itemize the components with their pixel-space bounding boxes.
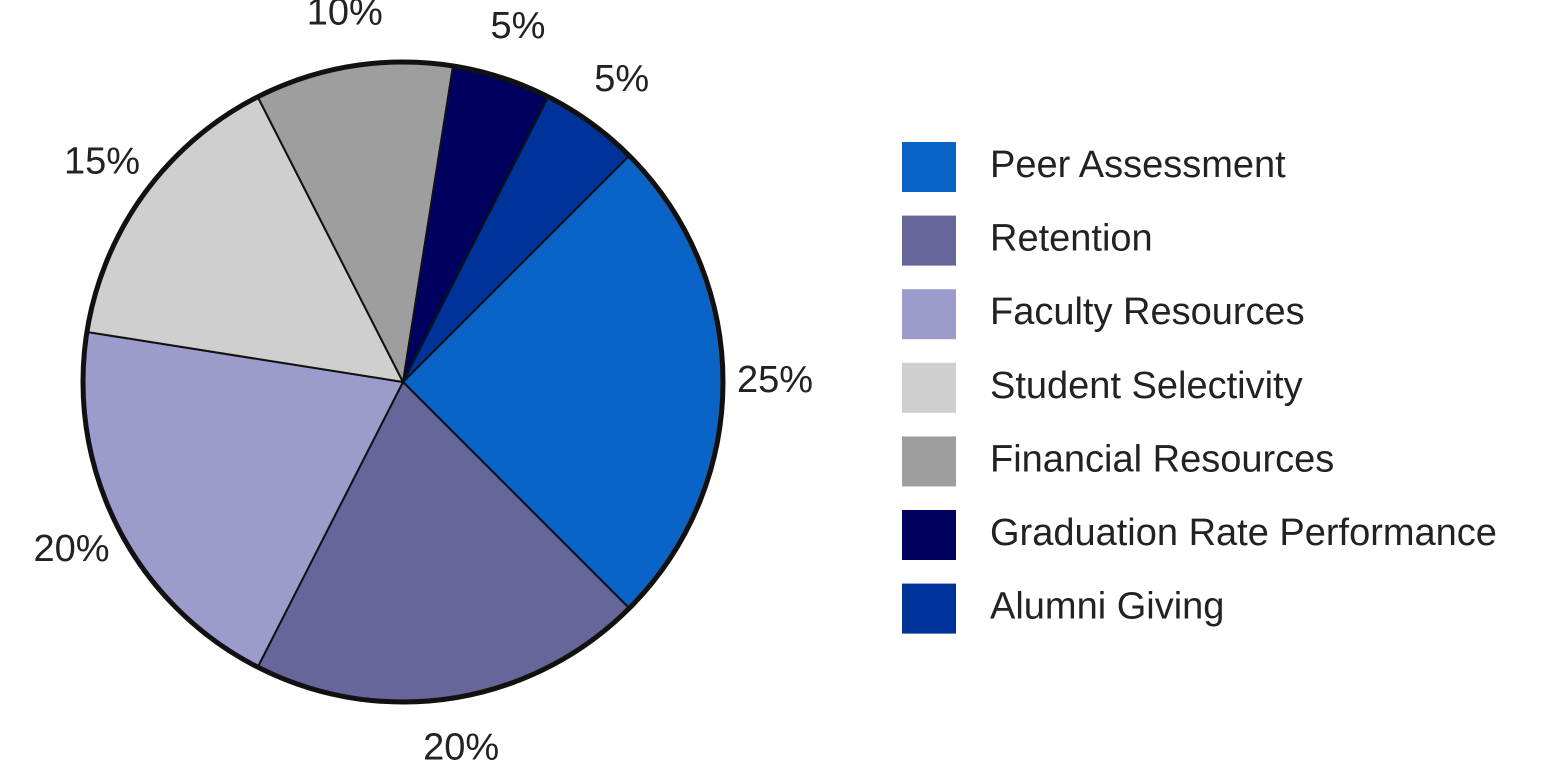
pie-outline xyxy=(80,59,726,705)
legend-label: Retention xyxy=(990,218,1153,260)
legend-label: Student Selectivity xyxy=(990,365,1303,407)
legend-label: Financial Resources xyxy=(990,438,1334,480)
legend-swatch xyxy=(902,289,956,340)
slice-label: 10% xyxy=(307,0,383,34)
legend-label: Alumni Giving xyxy=(990,586,1224,628)
legend-swatch xyxy=(902,142,956,192)
legend-swatch xyxy=(902,362,956,413)
legend-swatch xyxy=(902,215,956,266)
legend-label: Peer Assessment xyxy=(990,144,1286,186)
slice-label: 5% xyxy=(490,5,545,47)
legend-swatch xyxy=(902,510,956,560)
legend-label: Faculty Resources xyxy=(990,291,1305,333)
legend-swatch xyxy=(902,436,956,487)
slice-label: 20% xyxy=(423,726,499,761)
legend-swatch xyxy=(902,583,956,634)
slice-label: 5% xyxy=(594,58,649,100)
legend-label: Graduation Rate Performance xyxy=(990,512,1497,554)
slice-label: 25% xyxy=(737,359,813,401)
slice-label: 15% xyxy=(64,140,140,182)
slice-label: 20% xyxy=(34,528,110,570)
